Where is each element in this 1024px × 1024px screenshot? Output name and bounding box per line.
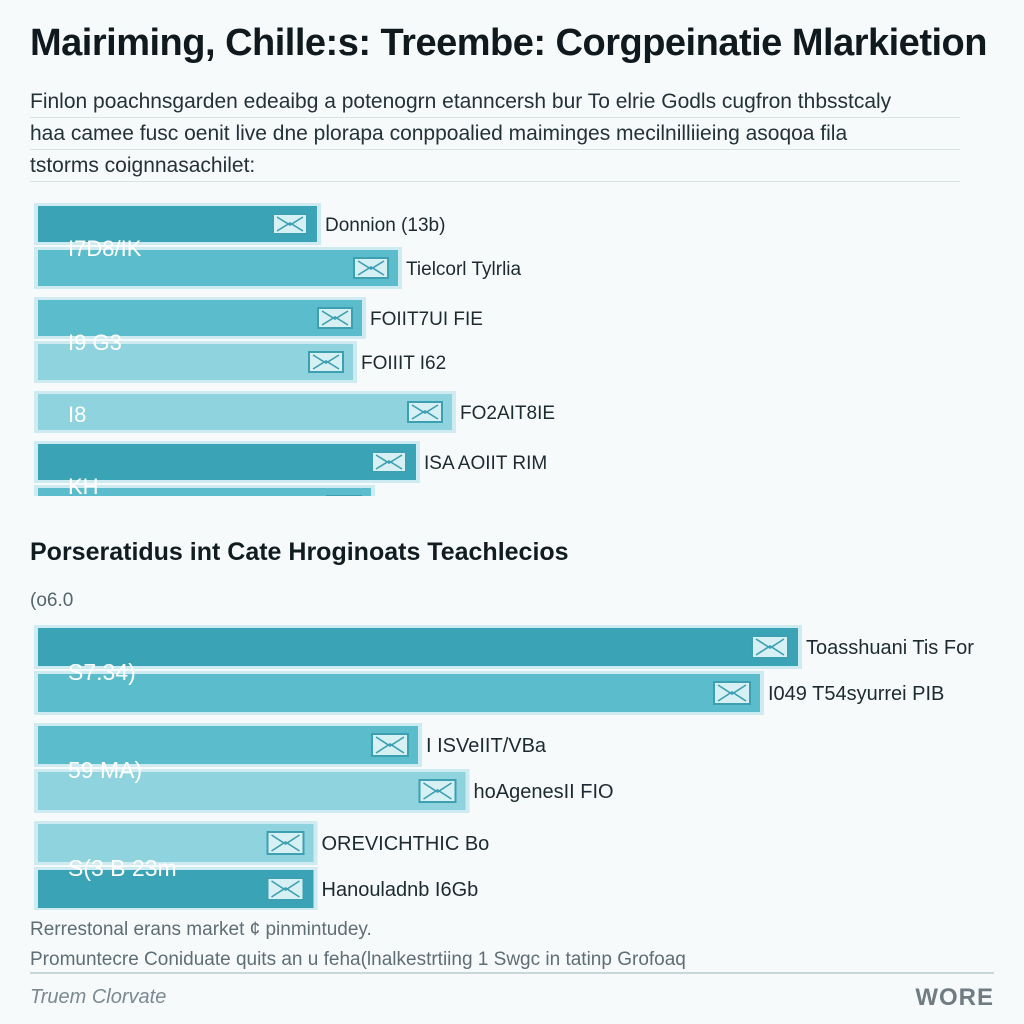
bar-label: I ISVeIIT/VBa (426, 735, 547, 757)
bar (38, 674, 760, 712)
envelope-icon (371, 451, 407, 473)
bar-label: FOIIIT I62 (361, 353, 446, 374)
page-title: Mairiming, Chille:s: Treembe: Corgpeinat… (30, 22, 987, 64)
group-label: I7D8/IK (68, 236, 142, 261)
bar-label: Hanouladnb I6Gb (322, 879, 479, 901)
bar (38, 250, 398, 286)
bar (38, 344, 353, 380)
intro-line: Finlon poachnsgarden edeaibg a potenogrn… (30, 86, 960, 118)
bar-group: Donnion (13b) Tielcorl Tylrlia I7D8/IK (34, 203, 522, 289)
intro-line: haa camee fusc oenit live dne plorapa co… (30, 118, 960, 150)
bar-label: OREVICHTHIC Bo (322, 833, 490, 855)
footnote: Promuntecre Coniduate quits an u feha(ln… (30, 949, 686, 970)
envelope-icon (266, 877, 305, 901)
bar-label: FOIIT7UI FIE (370, 309, 483, 330)
bar (38, 444, 416, 480)
bar-label: Donnion (13b) (325, 215, 445, 236)
envelope-icon (308, 351, 344, 373)
bar-group: ISA AOIIT RIMFo3AIIJ IFIKH (34, 441, 547, 496)
bar-group: FOIIT7UI FIE FOIIIT I62 I9 G3 (34, 297, 483, 383)
envelope-icon (751, 635, 789, 659)
bar-group: Toasshuani Tis For I049 T54syurrei PIB S7.… (34, 625, 974, 715)
bar-label: Tielcorl Tylrlia (406, 259, 522, 280)
envelope-icon (418, 779, 457, 803)
bar-group: OREVICHTHIC Bo Hanouladnb I6Gb S(3 B 23m (34, 821, 489, 910)
bar (38, 394, 452, 430)
footer-divider (30, 972, 994, 974)
envelope-icon (407, 401, 443, 423)
envelope-icon (353, 257, 389, 279)
bar (38, 628, 798, 666)
group-label: I8 (68, 402, 86, 427)
footer-source: Truem Clorvate (30, 986, 167, 1008)
footnote: Rerrestonal erans market ¢ pinmintudey. (30, 919, 372, 940)
group-label: S(3 B 23m (68, 855, 177, 881)
group-label: 59 MA) (68, 757, 142, 783)
envelope-icon (317, 307, 353, 329)
section-subtitle: Porseratidus int Cate Hroginoats Teachle… (30, 538, 569, 566)
bar-label: ISA AOIIT RIM (424, 453, 547, 474)
footnotes: Rerrestonal erans market ¢ pinmintudey. … (30, 915, 990, 975)
group-label: I9 G3 (68, 330, 122, 355)
footer-logo: WORE (915, 984, 994, 1011)
chart-top: Donnion (13b) Tielcorl Tylrlia I7D8/IK FOII… (34, 203, 555, 496)
envelope-icon (713, 681, 751, 705)
intro-paragraph: Finlon poachnsgarden edeaibg a potenogrn… (30, 86, 960, 182)
envelope-icon (266, 831, 305, 855)
bar (38, 772, 466, 810)
group-label: S7.34) (68, 659, 136, 685)
bar-group: FO2AIT8IE I8 (34, 391, 555, 433)
bar (38, 726, 418, 764)
bar-label: FO2AIT8IE (460, 403, 555, 424)
envelope-icon (272, 213, 308, 235)
bar-label: Toasshuani Tis For (806, 637, 974, 659)
bar (38, 300, 362, 336)
bar-label: hoAgenesII FIO (474, 781, 614, 803)
bar-group: I ISVeIIT/VBa hoAgenesII FIO 59 MA) (34, 723, 614, 813)
chart-bottom: Toasshuani Tis For I049 T54syurrei PIB S7.… (34, 625, 974, 910)
unit-label: (o6.0 (30, 590, 74, 611)
intro-line: tstorms coignnasachilet: (30, 150, 960, 182)
bar-label: I049 T54syurrei PIB (768, 683, 944, 705)
envelope-icon (371, 733, 409, 757)
bar (38, 206, 317, 242)
group-label: KH (68, 474, 99, 496)
bar (38, 488, 371, 496)
